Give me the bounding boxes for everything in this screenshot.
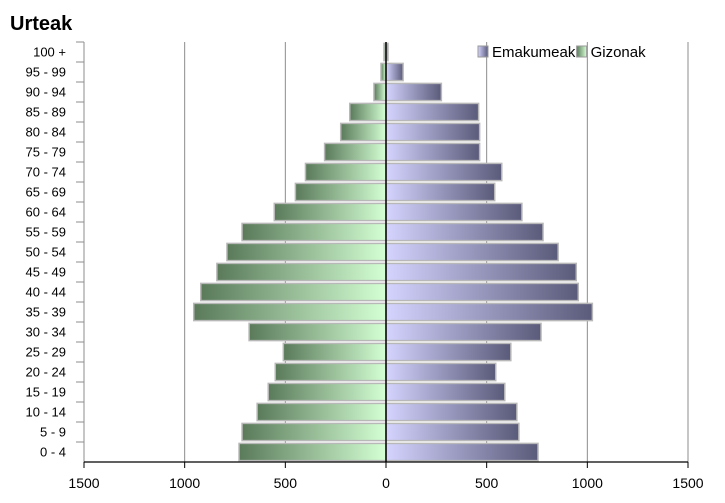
y-tick-label: 65 - 69 <box>26 185 66 200</box>
bar-gizonak <box>380 62 387 82</box>
y-tick-label: 0 - 4 <box>40 445 66 460</box>
bar-emakumeak <box>385 82 443 102</box>
axes <box>76 41 689 468</box>
legend-label-emakumeak: Emakumeak <box>492 44 576 61</box>
bar-gizonak <box>238 442 387 462</box>
bar-emakumeak <box>385 442 539 462</box>
bar-gizonak <box>241 422 387 442</box>
bar-gizonak <box>294 182 387 202</box>
chart-title: Urteak <box>10 13 73 35</box>
bar-gizonak <box>273 202 387 222</box>
bar-gizonak <box>274 362 387 382</box>
y-tick-label: 20 - 24 <box>26 365 66 380</box>
y-tick-label: 90 - 94 <box>26 85 66 100</box>
y-tick-label: 70 - 74 <box>26 165 66 180</box>
y-tick-label: 10 - 14 <box>26 405 66 420</box>
bar-gizonak <box>226 242 387 262</box>
legend-label-gizonak: Gizonak <box>591 44 647 61</box>
bar-emakumeak <box>385 142 481 162</box>
bar-gizonak <box>248 322 387 342</box>
bar-gizonak <box>200 282 387 302</box>
bar-gizonak <box>267 382 387 402</box>
legend-swatch-gizonak <box>576 45 588 58</box>
bar-gizonak <box>373 82 387 102</box>
x-tick-label: 1000 <box>169 475 200 491</box>
bar-emakumeak <box>385 422 520 442</box>
y-tick-label: 100 + <box>33 45 66 60</box>
x-tick-label: 1500 <box>68 475 99 491</box>
y-tick-label: 35 - 39 <box>26 305 66 320</box>
bar-gizonak <box>192 302 387 322</box>
bar-emakumeak <box>385 362 497 382</box>
y-tick-label: 95 - 99 <box>26 65 66 80</box>
bar-emakumeak <box>385 302 594 322</box>
bar-gizonak <box>304 162 387 182</box>
y-tick-label: 60 - 64 <box>26 205 66 220</box>
bars <box>192 42 594 462</box>
y-tick-label: 30 - 34 <box>26 325 66 340</box>
bar-gizonak <box>216 262 387 282</box>
y-tick-label: 55 - 59 <box>26 225 66 240</box>
x-tick-label: 1000 <box>572 475 603 491</box>
y-tick-label: 15 - 19 <box>26 385 66 400</box>
bar-emakumeak <box>385 122 481 142</box>
bar-emakumeak <box>385 102 480 122</box>
legend-swatch-emakumeak <box>477 45 489 58</box>
y-tick-label: 5 - 9 <box>40 425 66 440</box>
bar-emakumeak <box>385 342 512 362</box>
y-tick-label: 80 - 84 <box>26 125 66 140</box>
x-tick-label: 500 <box>274 475 298 491</box>
y-tick-label: 75 - 79 <box>26 145 66 160</box>
bar-emakumeak <box>385 182 496 202</box>
y-tick-label: 40 - 44 <box>26 285 66 300</box>
bar-emakumeak <box>385 62 404 82</box>
bar-gizonak <box>282 342 387 362</box>
legend: Emakumeak Gizonak <box>477 44 647 61</box>
bar-emakumeak <box>385 402 518 422</box>
bar-emakumeak <box>385 262 578 282</box>
x-tick-label: 1500 <box>672 475 703 491</box>
bar-gizonak <box>323 142 387 162</box>
bar-gizonak <box>241 222 387 242</box>
bar-emakumeak <box>385 242 559 262</box>
bar-gizonak <box>256 402 387 422</box>
bar-gizonak <box>339 122 387 142</box>
bar-emakumeak <box>385 322 542 342</box>
x-tick-label: 500 <box>475 475 499 491</box>
x-tick-label: 0 <box>382 475 390 491</box>
y-tick-label: 45 - 49 <box>26 265 66 280</box>
y-tick-labels: 0 - 4 5 - 9 10 - 14 15 - 19 20 - 24 25 - 29 30… <box>26 45 66 460</box>
bar-emakumeak <box>385 202 523 222</box>
bar-emakumeak <box>385 282 580 302</box>
bar-emakumeak <box>385 382 506 402</box>
y-tick-label: 25 - 29 <box>26 345 66 360</box>
y-tick-label: 50 - 54 <box>26 245 66 260</box>
bar-gizonak <box>349 102 387 122</box>
bar-emakumeak <box>385 222 544 242</box>
x-tick-labels: 1500 1000 500 0 500 1000 1500 <box>68 475 703 491</box>
y-tick-label: 85 - 89 <box>26 105 66 120</box>
bar-emakumeak <box>385 162 503 182</box>
